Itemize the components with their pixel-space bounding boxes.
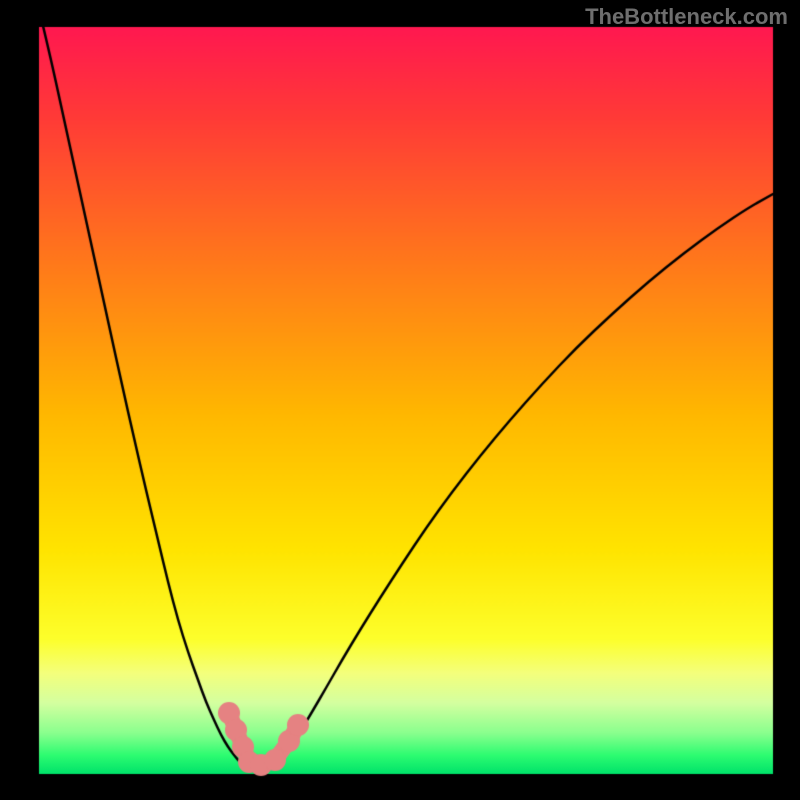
- watermark-text: TheBottleneck.com: [585, 4, 788, 30]
- chart-container: TheBottleneck.com: [0, 0, 800, 800]
- bottleneck-chart-canvas: [0, 0, 800, 800]
